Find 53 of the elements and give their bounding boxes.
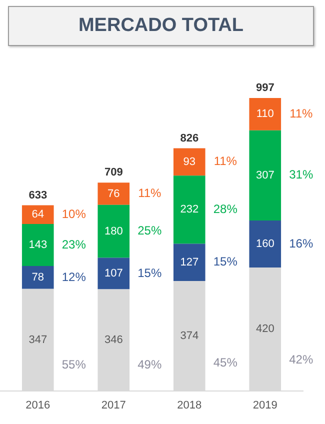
annotation: 11% [138,186,162,200]
data-label: 346 [104,334,123,346]
bar [173,176,206,244]
data-label: 307 [256,169,274,182]
bar [173,148,206,176]
data-label: 374 [180,330,199,342]
annotation: 49% [138,358,162,372]
bar [173,244,206,281]
data-label: 420 [256,323,274,336]
data-label: 76 [108,188,120,200]
annotation: 10% [62,206,86,221]
annotation: 45% [213,356,238,370]
annotation: 28% [213,202,238,216]
total-label: 633 [28,189,48,202]
data-label: 64 [32,208,44,221]
total-label: 709 [104,166,123,179]
bar [249,130,282,220]
data-label: 78 [32,271,44,284]
x-tick-label: 2018 [177,399,202,412]
bar [98,182,130,205]
x-tick-label: 2016 [26,399,50,412]
data-label: 160 [256,238,274,250]
annotation: 23% [62,237,86,252]
annotation: 25% [138,224,162,238]
annotation: 55% [62,358,86,372]
data-label: 180 [104,225,123,238]
x-tick-label: 2017 [101,399,126,412]
data-label: 127 [180,256,199,268]
x-tick-label: 2019 [252,399,278,412]
total-label: 826 [180,132,199,144]
data-label: 143 [28,239,48,252]
data-label: 110 [256,108,274,120]
annotation: 15% [213,254,238,269]
annotation: 11% [290,106,314,121]
data-label: 93 [183,156,196,168]
bar [98,258,130,290]
data-label: 232 [180,204,199,216]
annotation: 31% [289,168,314,182]
bar [22,266,54,289]
bar [249,220,282,268]
data-label: 107 [104,268,123,280]
bar [98,204,130,258]
total-label: 997 [256,82,274,94]
annotation: 42% [289,352,314,366]
annotation: 12% [62,270,86,284]
annotation: 16% [289,236,314,250]
bar [22,205,54,224]
bar [22,224,54,266]
data-label: 347 [28,334,48,346]
annotation: 11% [214,154,238,168]
bar [249,98,282,130]
annotation: 15% [138,266,162,280]
chart-title: MERCADO TOTAL [8,6,314,46]
